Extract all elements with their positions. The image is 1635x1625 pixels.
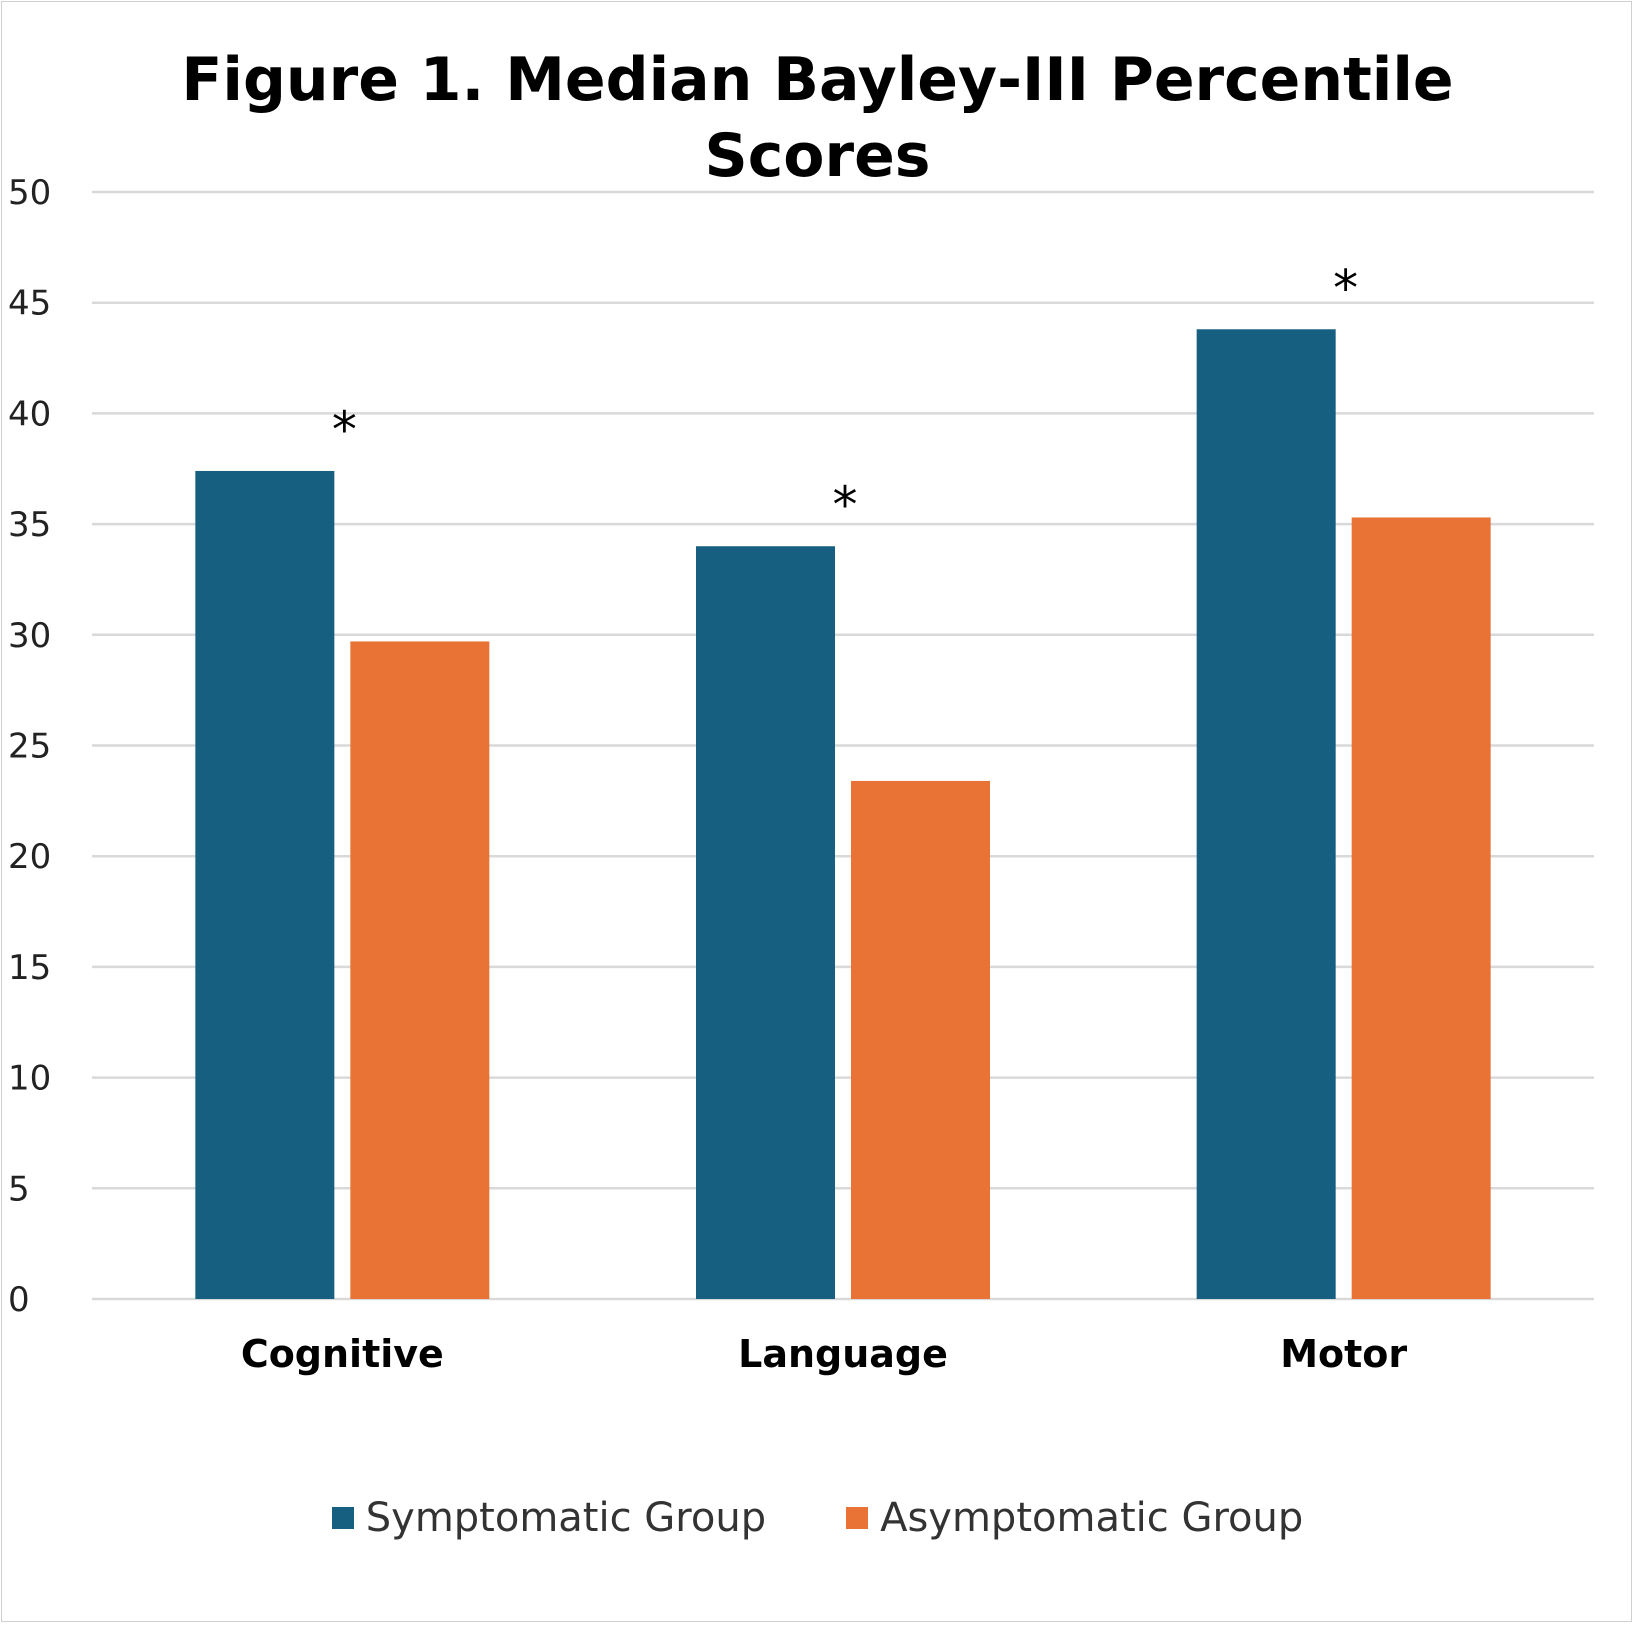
bar-motor-series-1 <box>1196 329 1336 1299</box>
significance-marker-language: * <box>833 476 858 534</box>
x-axis-categories: Cognitive Language Motor <box>241 1332 1408 1376</box>
legend-label-symptomatic: Symptomatic Group <box>365 1495 767 1541</box>
legend-item-asymptomatic: Asymptomatic Group <box>846 1495 1303 1541</box>
significance-marker-motor: * <box>1333 259 1358 317</box>
significance-marker-cognitive: * <box>332 401 357 459</box>
x-tick-label-language: Language <box>738 1332 948 1376</box>
y-tick-label-10: 10 <box>8 1059 51 1099</box>
legend-swatch-symptomatic <box>331 1507 354 1529</box>
y-tick-label-50: 50 <box>8 173 51 213</box>
y-tick-label-35: 35 <box>8 505 51 545</box>
y-tick-label-40: 40 <box>8 394 51 434</box>
y-tick-label-5: 5 <box>8 1169 30 1209</box>
y-tick-label-20: 20 <box>8 837 51 877</box>
bar-motor-series-2 <box>1351 517 1491 1299</box>
y-tick-label-45: 45 <box>8 284 51 324</box>
x-tick-label-cognitive: Cognitive <box>241 1332 444 1376</box>
bar-language-series-1 <box>696 546 835 1299</box>
bar-language-series-2 <box>851 780 990 1299</box>
chart-title-line-2: Scores <box>704 121 931 191</box>
legend: Symptomatic Group Asymptomatic Group <box>0 1495 1635 1541</box>
y-axis-ticks: 0 5 10 15 20 25 30 35 40 45 50 <box>8 173 51 1320</box>
legend-swatch-asymptomatic <box>846 1507 869 1529</box>
gridlines <box>92 190 1594 1301</box>
x-tick-label-motor: Motor <box>1280 1332 1407 1376</box>
y-tick-label-0: 0 <box>8 1280 30 1320</box>
y-tick-label-25: 25 <box>8 727 51 767</box>
significance-markers: * * * <box>332 259 1358 534</box>
chart-title-line-1: Figure 1. Median Bayley-III Percentile <box>181 45 1454 115</box>
legend-item-symptomatic: Symptomatic Group <box>331 1495 767 1541</box>
legend-label-asymptomatic: Asymptomatic Group <box>880 1495 1304 1541</box>
bar-cognitive-series-2 <box>350 641 490 1299</box>
bars <box>195 329 1491 1299</box>
y-tick-label-30: 30 <box>8 616 51 656</box>
y-tick-label-15: 15 <box>8 948 51 988</box>
bar-cognitive-series-1 <box>195 470 335 1299</box>
chart-title: Figure 1. Median Bayley-III Percentile S… <box>0 42 1635 194</box>
